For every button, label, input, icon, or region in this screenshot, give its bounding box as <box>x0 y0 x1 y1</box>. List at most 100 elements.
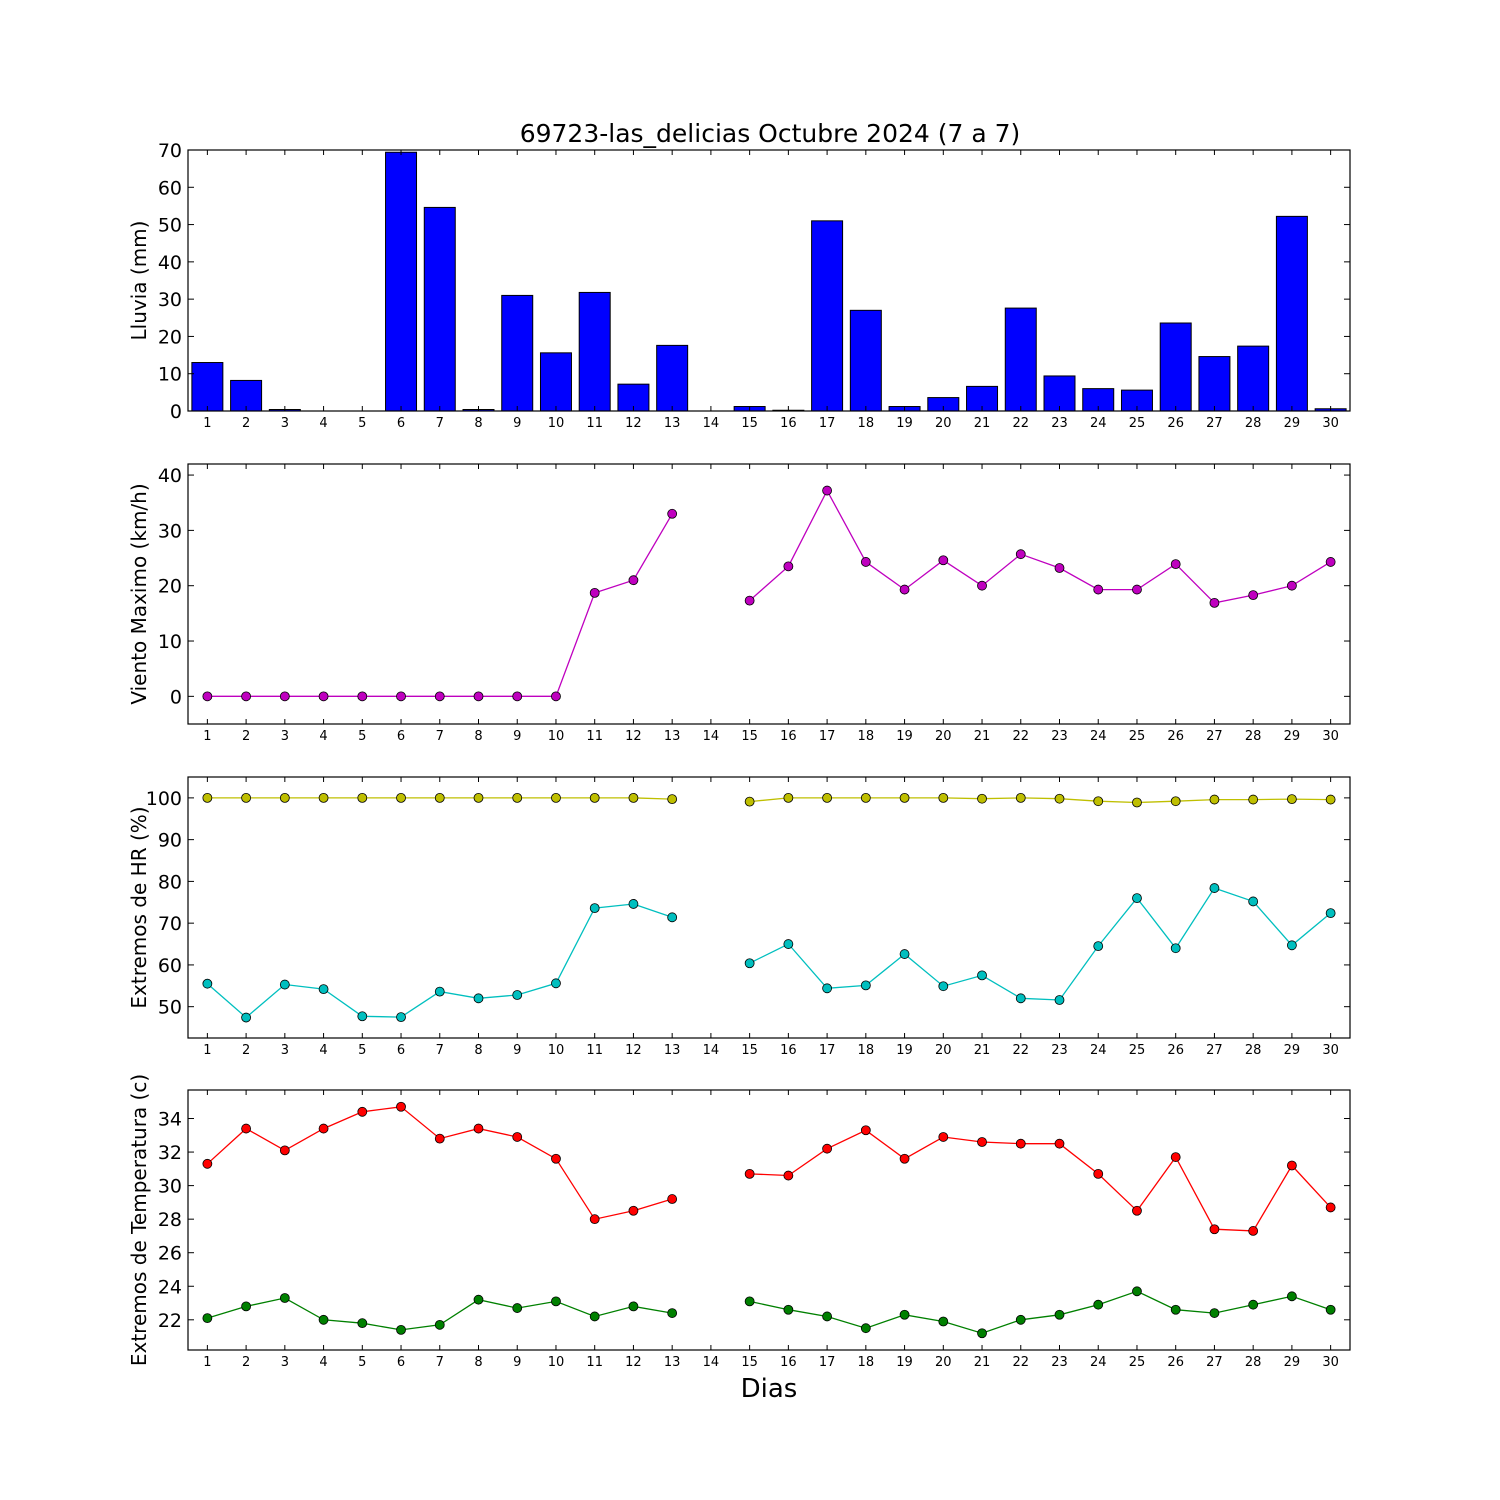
point-temperature-1-day-15 <box>744 1296 755 1307</box>
point-temperature-1-day-5 <box>357 1318 368 1329</box>
xtick-label: 21 <box>974 1043 991 1058</box>
xtick-label: 25 <box>1129 1043 1146 1058</box>
xtick-label: 18 <box>858 416 875 431</box>
point-humidity-1-day-6 <box>396 1012 406 1023</box>
point-humidity-1-day-29 <box>1287 940 1297 951</box>
xtick-label: 14 <box>703 1043 720 1058</box>
point-humidity-0-day-10 <box>551 792 561 803</box>
point-humidity-0-day-21 <box>977 793 987 804</box>
xtick-label: 22 <box>1012 1043 1029 1058</box>
xtick-label: 22 <box>1012 416 1029 431</box>
xtick-label: 4 <box>319 416 327 431</box>
point-temperature-0-day-23 <box>1054 1138 1065 1149</box>
xtick-label: 12 <box>625 1043 642 1058</box>
xtick-label: 17 <box>819 1355 836 1370</box>
series-line-humidity-1-1 <box>749 887 1332 1001</box>
point-wind-0-day-4 <box>318 691 329 702</box>
point-humidity-1-day-1 <box>202 978 213 989</box>
ytick-label: 34 <box>158 1109 182 1131</box>
xtick-label: 16 <box>780 1043 797 1058</box>
point-temperature-1-day-16 <box>783 1304 794 1315</box>
point-temperature-1-day-2 <box>241 1301 252 1312</box>
point-humidity-1-day-17 <box>822 983 832 994</box>
xtick-label: 13 <box>664 729 681 744</box>
point-temperature-0-day-17 <box>822 1143 832 1154</box>
bar-day-18 <box>849 309 882 412</box>
xtick-label: 28 <box>1245 1355 1262 1370</box>
xtick-label: 11 <box>586 1355 603 1370</box>
point-humidity-1-day-26 <box>1170 943 1181 954</box>
point-wind-0-day-24 <box>1093 584 1104 595</box>
xtick-label: 17 <box>819 1043 836 1058</box>
xtick-label: 6 <box>397 729 405 744</box>
chart-title: 69723-las_delicias Octubre 2024 (7 a 7) <box>520 119 1021 148</box>
xtick-label: 17 <box>819 729 836 744</box>
xtick-label: 24 <box>1090 729 1107 744</box>
point-humidity-0-day-19 <box>899 792 910 803</box>
point-humidity-0-day-4 <box>318 792 329 803</box>
xtick-label: 7 <box>436 416 444 431</box>
point-humidity-1-day-19 <box>899 949 910 959</box>
point-wind-0-day-25 <box>1132 584 1142 595</box>
point-humidity-1-day-24 <box>1093 941 1104 952</box>
xtick-label: 21 <box>974 1355 991 1370</box>
xtick-label: 27 <box>1206 729 1223 744</box>
ytick-label: 40 <box>158 465 182 487</box>
xtick-label: 29 <box>1284 729 1301 744</box>
point-temperature-0-day-5 <box>357 1106 368 1117</box>
point-wind-0-day-28 <box>1248 590 1259 601</box>
xtick-label: 1 <box>203 729 211 744</box>
xtick-label: 12 <box>625 1355 642 1370</box>
point-wind-0-day-30 <box>1325 557 1336 567</box>
point-humidity-1-day-7 <box>434 986 445 997</box>
ytick-label: 20 <box>158 576 182 598</box>
ytick-label: 60 <box>158 955 182 977</box>
xtick-label: 27 <box>1206 1355 1223 1370</box>
point-humidity-0-day-8 <box>473 792 484 803</box>
point-temperature-1-day-18 <box>860 1323 871 1334</box>
point-temperature-0-day-15 <box>744 1168 755 1179</box>
xtick-label: 8 <box>474 1355 482 1370</box>
xtick-label: 23 <box>1051 1043 1068 1058</box>
point-temperature-0-day-28 <box>1248 1226 1259 1236</box>
ytick-label: 30 <box>158 520 182 542</box>
xtick-label: 21 <box>974 729 991 744</box>
point-temperature-1-day-20 <box>938 1316 949 1327</box>
xtick-label: 20 <box>935 1355 952 1370</box>
xtick-label: 16 <box>780 1355 797 1370</box>
xtick-label: 8 <box>474 729 482 744</box>
point-temperature-0-day-9 <box>512 1132 523 1142</box>
point-temperature-1-day-27 <box>1209 1308 1220 1318</box>
xtick-label: 15 <box>741 729 758 744</box>
bar-day-1 <box>191 362 224 412</box>
point-wind-0-day-9 <box>512 691 523 702</box>
xtick-label: 10 <box>548 1355 565 1370</box>
xtick-label: 18 <box>858 1355 875 1370</box>
point-wind-0-day-12 <box>628 575 639 586</box>
point-temperature-1-day-21 <box>977 1328 987 1339</box>
xtick-label: 28 <box>1245 729 1262 744</box>
point-humidity-0-day-18 <box>860 792 871 803</box>
xtick-label: 18 <box>858 729 875 744</box>
xtick-label: 29 <box>1284 1355 1301 1370</box>
xtick-label: 13 <box>664 1043 681 1058</box>
point-temperature-0-day-4 <box>318 1123 329 1134</box>
point-humidity-0-day-9 <box>512 792 523 803</box>
point-humidity-1-day-27 <box>1209 883 1220 893</box>
point-wind-0-day-17 <box>822 485 832 496</box>
point-wind-0-day-20 <box>938 555 949 566</box>
xtick-label: 26 <box>1167 729 1184 744</box>
point-temperature-1-day-3 <box>279 1293 290 1303</box>
xtick-label: 3 <box>281 729 289 744</box>
series-line-temperature-0-1 <box>749 1129 1332 1232</box>
point-humidity-1-day-28 <box>1248 896 1259 907</box>
xtick-label: 26 <box>1167 1043 1184 1058</box>
xtick-label: 2 <box>242 729 250 744</box>
xtick-label: 25 <box>1129 729 1146 744</box>
point-temperature-1-day-30 <box>1325 1304 1336 1315</box>
point-temperature-0-day-1 <box>202 1158 213 1169</box>
xtick-label: 25 <box>1129 416 1146 431</box>
point-humidity-1-day-8 <box>473 993 484 1004</box>
xtick-label: 23 <box>1051 416 1068 431</box>
point-humidity-0-day-13 <box>667 794 678 805</box>
